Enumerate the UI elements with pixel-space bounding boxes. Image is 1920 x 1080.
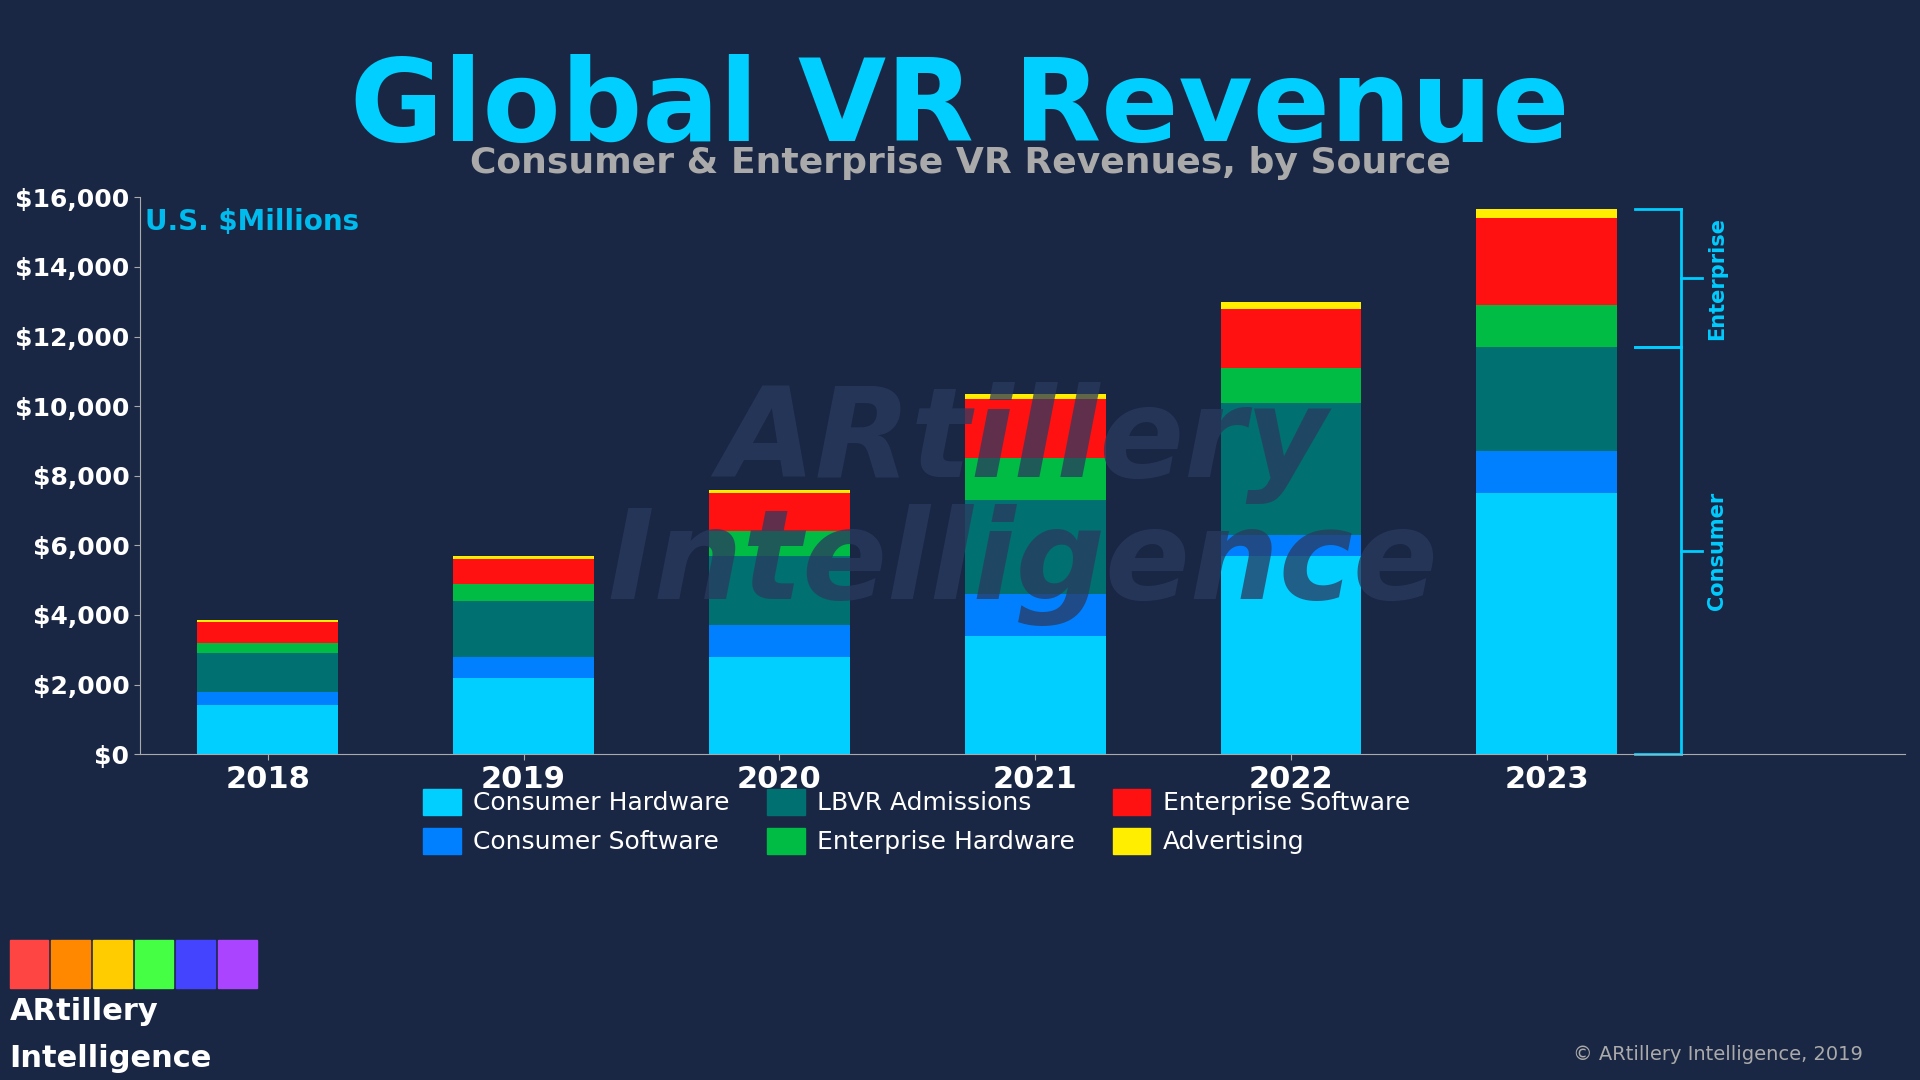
Bar [198,622,338,643]
Bar [1221,301,1361,309]
Bar [453,600,593,657]
Bar [708,494,851,531]
Bar [198,705,338,754]
Bar [966,458,1106,500]
Text: Global VR Revenue: Global VR Revenue [349,54,1571,165]
Bar [708,625,851,657]
Bar [177,940,215,987]
Bar [1476,306,1617,347]
Bar [92,940,132,987]
Bar [708,556,851,625]
Bar [708,531,851,556]
Bar [52,940,90,987]
Bar [1476,210,1617,218]
Bar [708,657,851,754]
Text: Intelligence: Intelligence [10,1043,211,1072]
Bar [1476,494,1617,754]
Bar [198,620,338,622]
Bar [217,940,257,987]
Text: © ARtillery Intelligence, 2019: © ARtillery Intelligence, 2019 [1572,1044,1862,1064]
Text: Consumer: Consumer [1707,491,1726,610]
Bar [1221,556,1361,754]
Bar [966,636,1106,754]
Bar [1221,403,1361,535]
Bar [966,400,1106,458]
Bar [134,940,173,987]
Bar [198,643,338,653]
Bar [1221,368,1361,403]
Text: Consumer & Enterprise VR Revenues, by Source: Consumer & Enterprise VR Revenues, by So… [470,146,1450,179]
Bar [10,940,48,987]
Bar [1221,309,1361,368]
Bar [966,594,1106,636]
Bar [198,653,338,691]
Bar [1476,451,1617,494]
Text: Enterprise: Enterprise [1707,217,1726,340]
Bar [708,489,851,494]
Bar [966,500,1106,594]
Text: ARtillery: ARtillery [10,998,157,1026]
Bar [453,559,593,583]
Bar [453,677,593,754]
Bar [453,583,593,600]
Bar [453,657,593,677]
Bar [453,556,593,559]
Text: U.S. $Millions: U.S. $Millions [144,207,359,235]
Bar [1221,535,1361,556]
Bar [1476,218,1617,306]
Bar [198,691,338,705]
Bar [1476,347,1617,451]
Legend: Consumer Hardware, Consumer Software, LBVR Admissions, Enterprise Hardware, Ente: Consumer Hardware, Consumer Software, LB… [413,779,1419,864]
Bar [966,394,1106,400]
Text: ARtillery
Intelligence: ARtillery Intelligence [607,381,1438,625]
